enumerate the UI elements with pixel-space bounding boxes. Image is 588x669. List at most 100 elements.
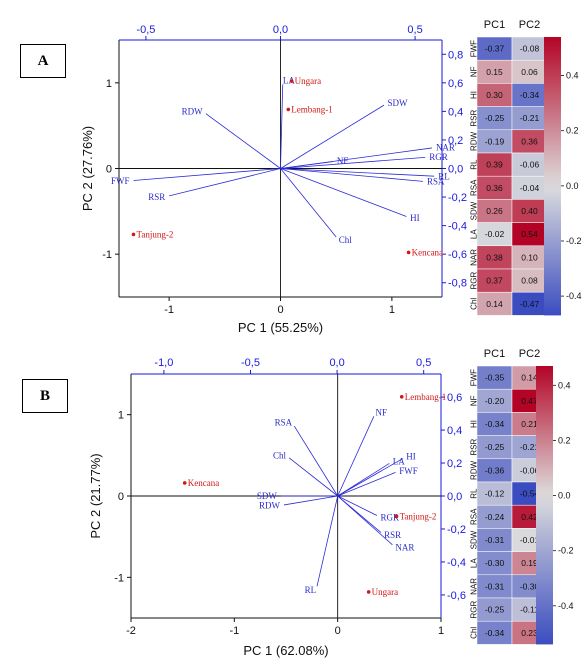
heatmap-cell-value: 0.23 [521, 628, 538, 638]
right-tick-label: 0,6 [448, 78, 463, 90]
heatmap-cell-value: 0.40 [521, 206, 538, 216]
heatmap-cell-value: -0.25 [485, 605, 505, 615]
vector-label: NAR [436, 142, 455, 152]
vector-label: Chl [339, 235, 353, 245]
heatmap-cell-value: -0.06 [520, 160, 540, 170]
observation-label: Tanjung-2 [136, 229, 173, 239]
loading-vector [169, 168, 281, 197]
heatmap-row-label: RGR [470, 600, 479, 618]
observation-label: Ungara [372, 587, 399, 597]
heatmap-row-label: RSR [470, 439, 479, 456]
heatmap-cell-value: -0.47 [520, 299, 540, 309]
heatmap-cell-value: 0.08 [521, 276, 538, 286]
colorbar-tick-label: 0.2 [566, 126, 579, 136]
vector-label: FWF [399, 466, 418, 476]
right-tick-label: -0,4 [447, 557, 466, 569]
right-tick-label: 0,4 [448, 106, 463, 118]
loading-vector [280, 147, 433, 169]
x-tick-label: -1 [164, 304, 174, 316]
loading-vector [205, 113, 281, 169]
right-tick-label: -0,2 [447, 524, 466, 536]
heatmap-cell-value: -0.21 [520, 113, 540, 123]
vector-label: RGR [381, 512, 400, 522]
heatmap-cell-value: 0.47 [521, 396, 538, 406]
top-tick-label: -0,5 [136, 24, 155, 36]
heatmap-row-label: FWF [470, 369, 479, 386]
heatmap-cell-value: -0.06 [520, 465, 540, 475]
observation-label: Lembang-1 [405, 392, 446, 402]
loading-vector [133, 168, 281, 181]
y-tick-label: 0 [118, 491, 124, 503]
right-tick-label: 0,4 [447, 425, 462, 437]
heatmap-cell-value: -0.01 [520, 535, 540, 545]
y-tick-label: 0 [106, 164, 112, 176]
loading-vector [337, 458, 403, 497]
right-tick-label: -0,4 [448, 221, 467, 233]
vector-label: SDW [257, 491, 278, 501]
vector-label: LA [283, 76, 295, 86]
colorbar-tick-label: -0.4 [558, 601, 574, 611]
loading-vector [288, 457, 338, 497]
right-tick-label: -0,2 [448, 192, 467, 204]
observation-label: Kencana [412, 247, 443, 257]
top-tick-label: 0,5 [407, 24, 422, 36]
panel-b-biplot: -2 -1 0 1 1 0 -1 -1,0 -0,5 0,0 0,5 0,6 0,4 0,2 0,0 -0,2… [88, 357, 466, 658]
observation-label: Kencana [188, 478, 219, 488]
colorbar-tick-label: 0.4 [558, 380, 571, 390]
observation-label: Tanjung-2 [400, 511, 437, 521]
heatmap-cell-value: -0.34 [485, 628, 505, 638]
heatmap-row-label: RSA [470, 508, 479, 525]
heatmap-cell-value: -0.35 [485, 373, 505, 383]
heatmap-cell-value: 0.54 [521, 229, 538, 239]
top-tick-label: 0,5 [416, 357, 431, 369]
heatmap-column-header: PC2 [519, 19, 540, 31]
heatmap-cell-value: -0.12 [485, 489, 505, 499]
right-tick-label: -0,6 [447, 590, 466, 602]
top-tick-label: 0,0 [329, 357, 344, 369]
heatmap-cell-value: 0.30 [486, 90, 503, 100]
x-tick-label: -1 [229, 625, 239, 637]
heatmap-cell-value: 0.21 [521, 419, 538, 429]
heatmap-cell-value: 0.42 [521, 512, 538, 522]
right-tick-label: 0,0 [448, 164, 463, 176]
heatmap-cell-value: -0.31 [485, 535, 505, 545]
heatmap-cell-value: -0.36 [485, 465, 505, 475]
panel-label-b: B [22, 379, 68, 413]
colorbar [536, 366, 553, 645]
right-tick-label: 0,6 [447, 392, 462, 404]
vector-label: HI [406, 452, 416, 462]
loading-vector [337, 495, 393, 546]
top-tick-label: -0,5 [241, 357, 260, 369]
y-tick-label: -1 [114, 572, 124, 584]
vector-label: RSA [275, 418, 293, 428]
heatmap-cell-value: -0.21 [520, 442, 540, 452]
vector-label: HI [410, 213, 420, 223]
vector-label: FWF [111, 176, 130, 186]
y-axis-label: PC 2 (27.76%) [80, 126, 95, 211]
heatmap-row-label: NF [470, 66, 479, 77]
observation-point [286, 107, 291, 112]
x-axis-label: PC 1 (62.08%) [243, 643, 328, 658]
loading-vector [280, 168, 435, 177]
heatmap-cell-value: -0.24 [485, 512, 505, 522]
loading-vector [337, 416, 375, 497]
heatmap-row-label: RGR [470, 271, 479, 289]
loading-vector [293, 425, 339, 497]
loading-vector [280, 168, 407, 217]
right-tick-label: -0,8 [448, 278, 467, 290]
heatmap-cell-value: -0.25 [485, 113, 505, 123]
heatmap-row-label: HI [470, 420, 479, 428]
heatmap-column-header: PC1 [484, 19, 505, 31]
top-tick-label: 0,0 [273, 24, 288, 36]
panel-b-heatmap: PC1 PC2 FWF -0.35 0.14 NF -0.20 0.47 HI -0.34 0.21… [470, 348, 574, 645]
x-axis-label: PC 1 (55.25%) [238, 320, 323, 335]
heatmap-row-label: SDW [470, 201, 479, 220]
heatmap-cell-value: -0.54 [520, 489, 540, 499]
panel-a-biplot: -1 0 1 -1 0 1 -0,5 0,0 0,5 0,8 0,6 0,4 0,2 0,0 -0,2 -0,… [80, 24, 467, 335]
heatmap-cell-value: 0.26 [486, 206, 503, 216]
heatmap-cell-value: 0.14 [486, 299, 503, 309]
heatmap-cell-value: 0.06 [521, 67, 538, 77]
observation-point [394, 514, 399, 519]
colorbar-tick-label: -0.2 [566, 236, 582, 246]
